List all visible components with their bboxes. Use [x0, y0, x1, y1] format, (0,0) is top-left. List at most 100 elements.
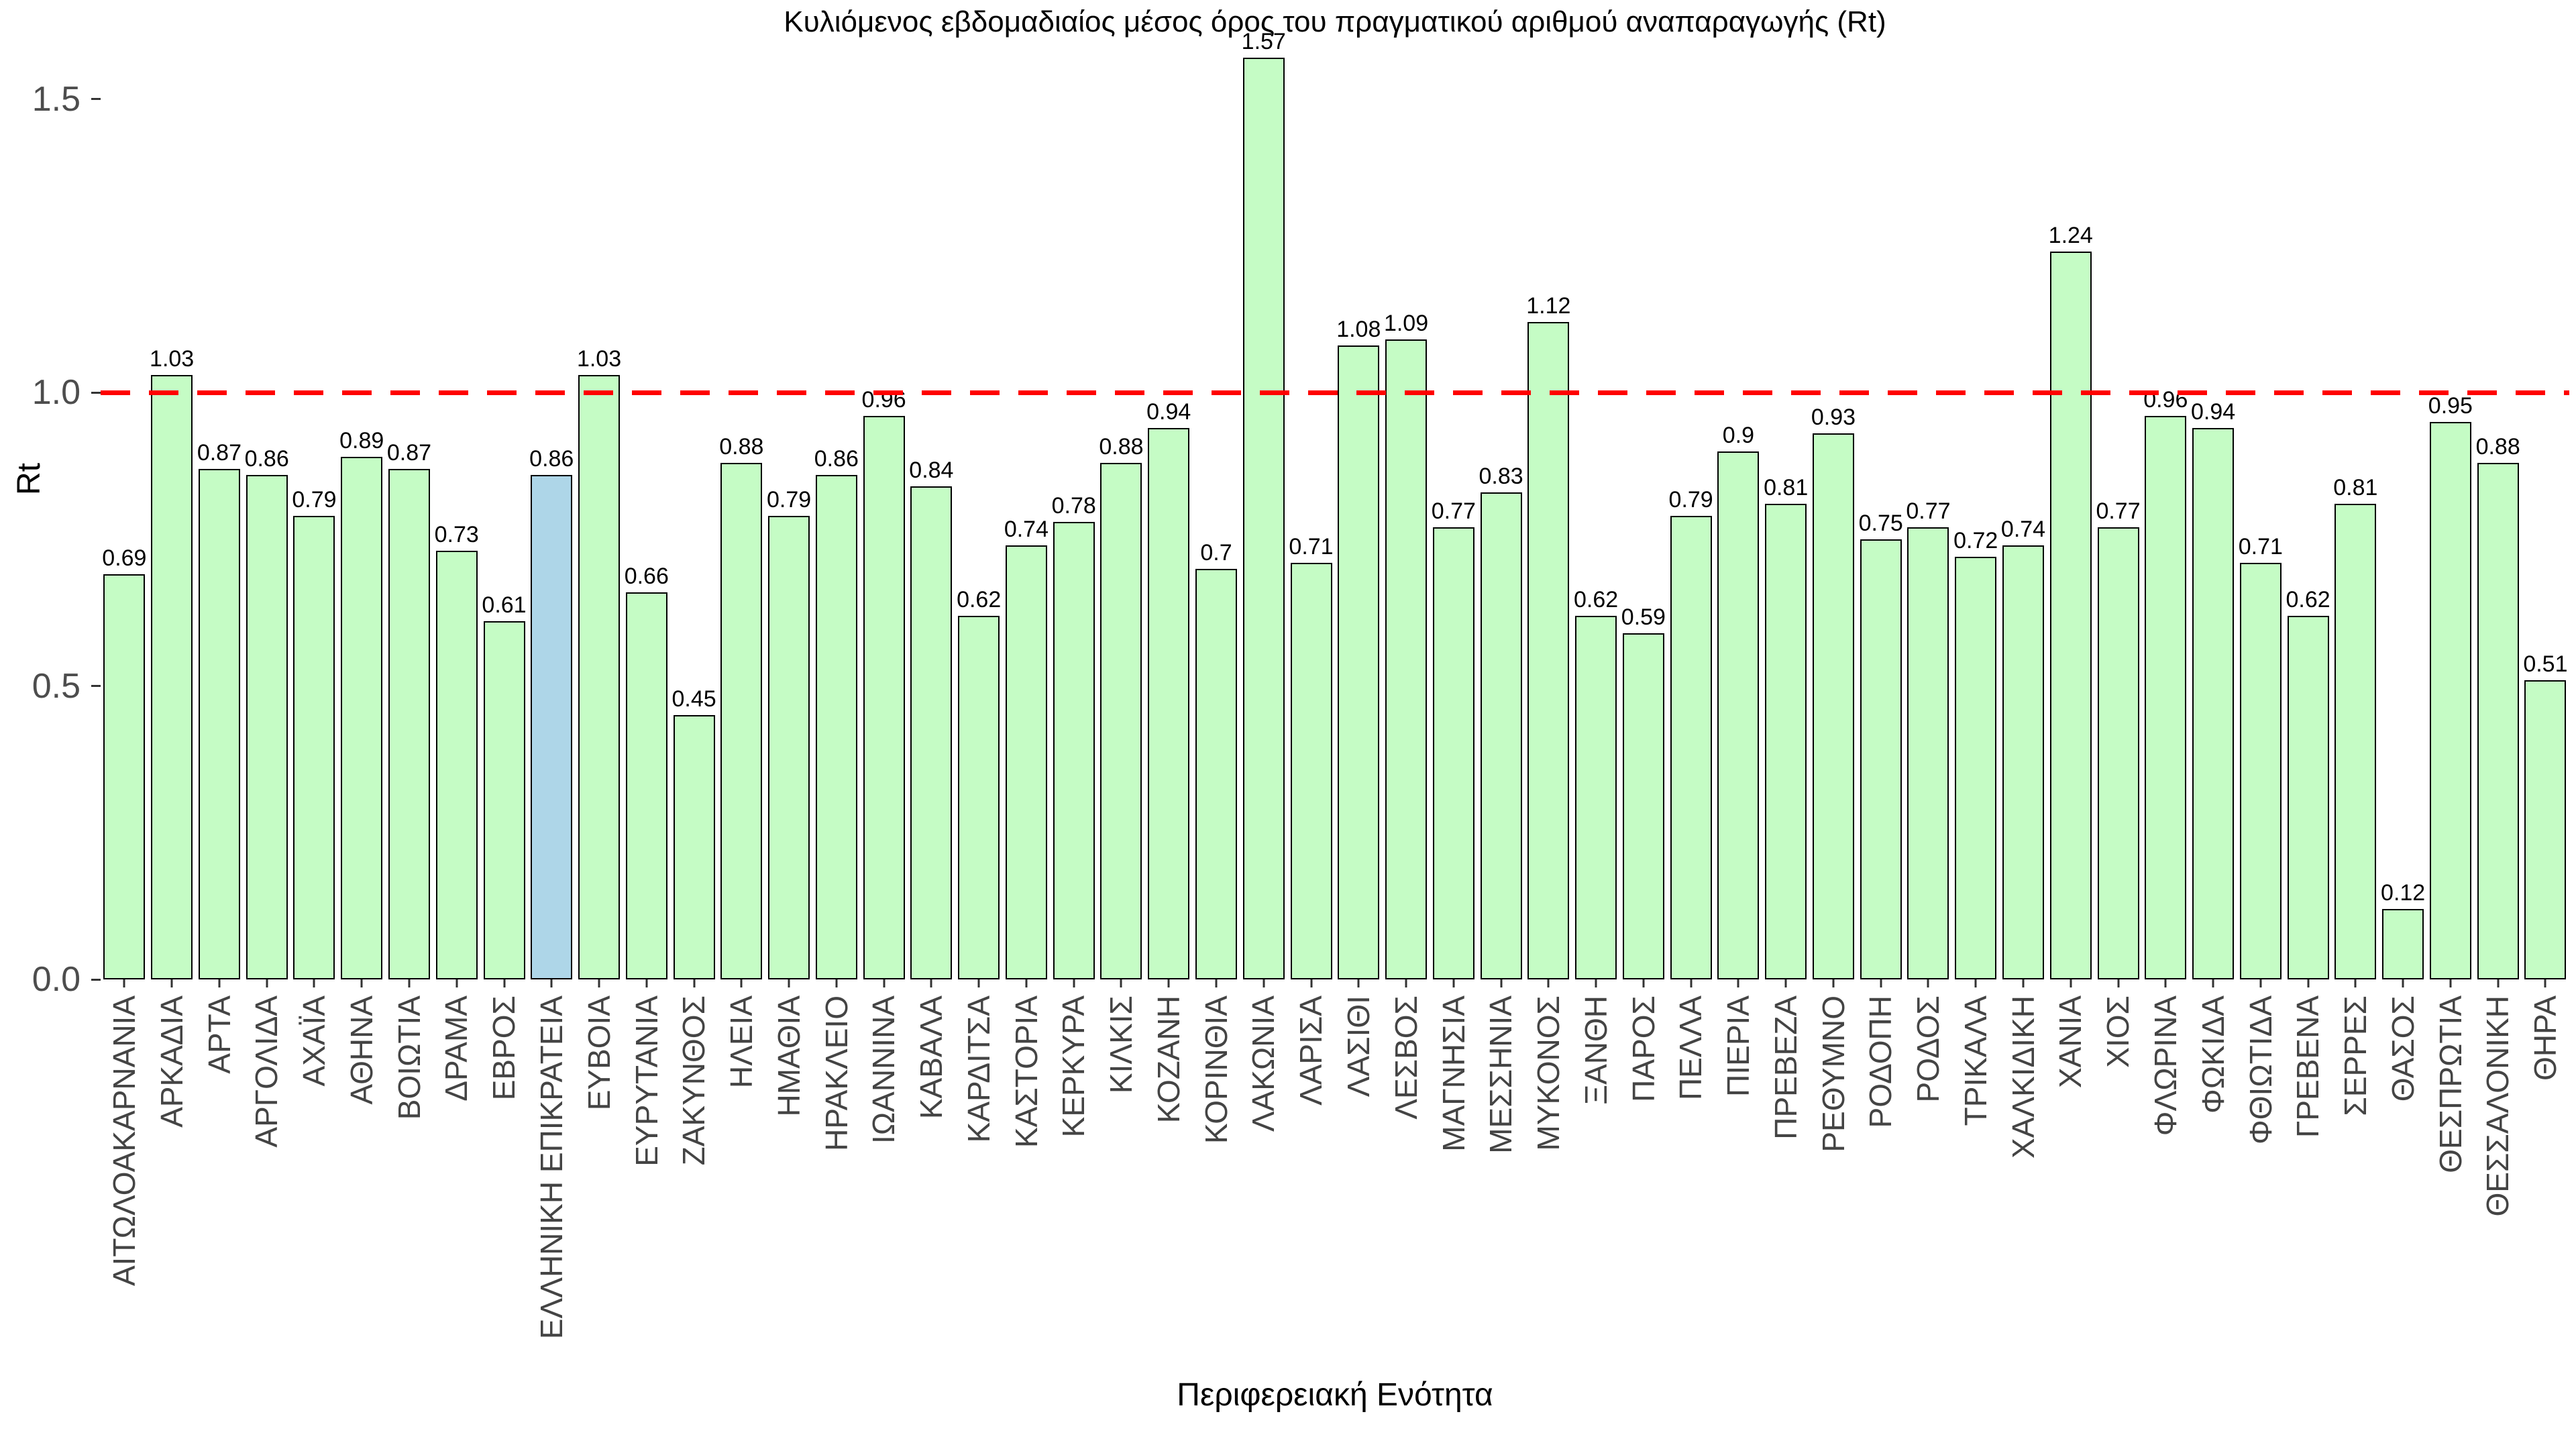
bar-slot: 0.7	[1193, 47, 1240, 987]
x-tick-label: ΛΑΣΙΘΙ	[1340, 996, 1376, 1097]
bar-slot: 0.93	[1810, 47, 1858, 987]
x-tick-mark	[1452, 979, 1455, 987]
bar: 0.86	[529, 446, 574, 979]
x-tick-label: ΕΥΡΥΤΑΝΙΑ	[629, 996, 664, 1167]
bar-value-label: 0.94	[2190, 398, 2236, 425]
bar-slot: 0.87	[196, 47, 244, 987]
bar-value-label: 0.79	[1668, 486, 1713, 513]
x-tick-label: ΧΙΟΣ	[2100, 996, 2136, 1068]
y-tick-mark	[91, 978, 101, 981]
bar: 0.87	[387, 440, 431, 979]
bar-value-label: 0.74	[2000, 516, 2046, 542]
bar-value-label: 0.74	[1004, 516, 1049, 542]
bar: 0.96	[2143, 387, 2188, 979]
x-label-slot: ΘΗΡΑ	[2522, 996, 2569, 1385]
y-tick-mark	[91, 685, 101, 687]
bar-slot: 0.61	[480, 47, 528, 987]
bar: 0.7	[1195, 540, 1237, 979]
x-tick-mark	[1642, 979, 1645, 987]
x-tick-label: ΘΗΡΑ	[2528, 996, 2563, 1081]
y-tick-label: 0.0	[32, 960, 80, 999]
bar-value-label: 0.62	[957, 586, 1002, 612]
x-tick-label: ΚΟΡΙΝΘΙΑ	[1198, 996, 1234, 1144]
x-tick-label: ΦΩΚΙΔΑ	[2195, 996, 2231, 1114]
bar-slot: 0.96	[2142, 47, 2190, 987]
bar: 0.88	[1099, 434, 1144, 979]
bar: 0.12	[2381, 880, 2425, 979]
x-label-slot: ΜΥΚΟΝΟΣ	[1525, 996, 1572, 1385]
bar-value-label: 0.72	[1953, 528, 1998, 553]
bar-value-label: 0.87	[197, 439, 241, 466]
x-tick-mark	[2117, 979, 2120, 987]
x-label-slot: ΡΟΔΟΠΗ	[1857, 996, 1904, 1385]
x-tick-mark	[977, 979, 980, 987]
bar-value-label: 0.77	[2096, 498, 2141, 525]
x-tick-label: ΕΥΒΟΙΑ	[581, 996, 616, 1111]
bar-value-label: 1.03	[576, 345, 622, 372]
x-label-slot: ΛΑΣΙΘΙ	[1335, 996, 1383, 1385]
x-label-slot: ΒΟΙΩΤΙΑ	[386, 996, 433, 1385]
x-tick-label: ΑΡΚΑΔΙΑ	[154, 996, 189, 1128]
x-tick-label: ΤΡΙΚΑΛΑ	[1957, 996, 1993, 1126]
bar-value-label: 0.61	[482, 592, 527, 619]
bar: 0.95	[2428, 393, 2473, 979]
x-tick-label: ΧΑΛΚΙΔΙΚΗ	[2005, 996, 2041, 1159]
x-label-slot: ΛΕΣΒΟΣ	[1383, 996, 1430, 1385]
x-tick-mark	[835, 979, 838, 987]
x-tick-mark	[740, 979, 743, 987]
x-label-slot: ΕΥΡΥΤΑΝΙΑ	[623, 996, 670, 1385]
x-tick-mark	[1880, 979, 1882, 987]
x-tick-mark	[2212, 979, 2214, 987]
x-label-slot: ΕΛΛΗΝΙΚΗ ΕΠΙΚΡΑΤΕΙΑ	[528, 996, 576, 1385]
x-label-slot: ΕΒΡΟΣ	[480, 996, 528, 1385]
x-label-slot: ΚΕΡΚΥΡΑ	[1050, 996, 1097, 1385]
bar: 0.45	[672, 686, 716, 979]
bar-slot: 0.96	[860, 47, 908, 987]
bar-value-label: 0.88	[2475, 434, 2520, 460]
x-tick-mark	[218, 979, 221, 987]
x-tick-mark	[1974, 979, 1977, 987]
bar: 0.94	[2191, 399, 2235, 979]
bar-value-label: 0.86	[814, 445, 859, 472]
bar: 0.51	[2523, 651, 2568, 979]
bar-slot: 0.78	[1050, 47, 1097, 987]
x-tick-label: ΡΟΔΟΣ	[1911, 996, 1946, 1103]
bar-slot: 0.9	[1715, 47, 1762, 987]
bar-value-label: 1.24	[2048, 223, 2093, 248]
x-tick-mark	[1927, 979, 1929, 987]
x-label-slot: ΑΘΗΝΑ	[338, 996, 386, 1385]
bar: 0.69	[102, 545, 146, 979]
x-tick-mark	[1310, 979, 1313, 987]
x-tick-mark	[1167, 979, 1170, 987]
bar: 0.83	[1479, 464, 1523, 979]
bar-slot: 0.79	[290, 47, 338, 987]
bar: 0.72	[1953, 528, 1998, 979]
bar: 0.74	[2001, 517, 2045, 979]
bar-slot: 1.24	[2047, 47, 2094, 987]
y-tick-mark	[91, 391, 101, 394]
bar: 0.87	[197, 440, 241, 979]
bar-value-label: 0.45	[672, 686, 716, 712]
x-tick-mark	[930, 979, 932, 987]
x-label-slot: ΧΑΛΚΙΔΙΚΗ	[2000, 996, 2047, 1385]
x-tick-mark	[2070, 979, 2072, 987]
bar-value-label: 0.71	[2238, 533, 2283, 559]
x-label-slot: ΘΕΣΠΡΩΤΙΑ	[2427, 996, 2475, 1385]
bar: 0.62	[957, 587, 1001, 979]
x-tick-mark	[1784, 979, 1787, 987]
bar-slot: 0.81	[2332, 47, 2379, 987]
bar: 0.75	[1859, 511, 1903, 979]
bar: 1.03	[577, 346, 621, 979]
bar-slot: 0.77	[1430, 47, 1477, 987]
x-tick-mark	[2449, 979, 2452, 987]
x-tick-mark	[2544, 979, 2546, 987]
x-tick-mark	[455, 979, 458, 987]
bar-slot: 0.75	[1857, 47, 1904, 987]
bar-value-label: 0.83	[1479, 463, 1523, 489]
bar: 0.79	[767, 487, 811, 979]
y-tick-mark	[91, 98, 101, 100]
bar-slot: 0.83	[1477, 47, 1525, 987]
x-tick-mark	[313, 979, 315, 987]
bar-value-label: 1.09	[1383, 311, 1429, 337]
x-tick-mark	[1690, 979, 1693, 987]
